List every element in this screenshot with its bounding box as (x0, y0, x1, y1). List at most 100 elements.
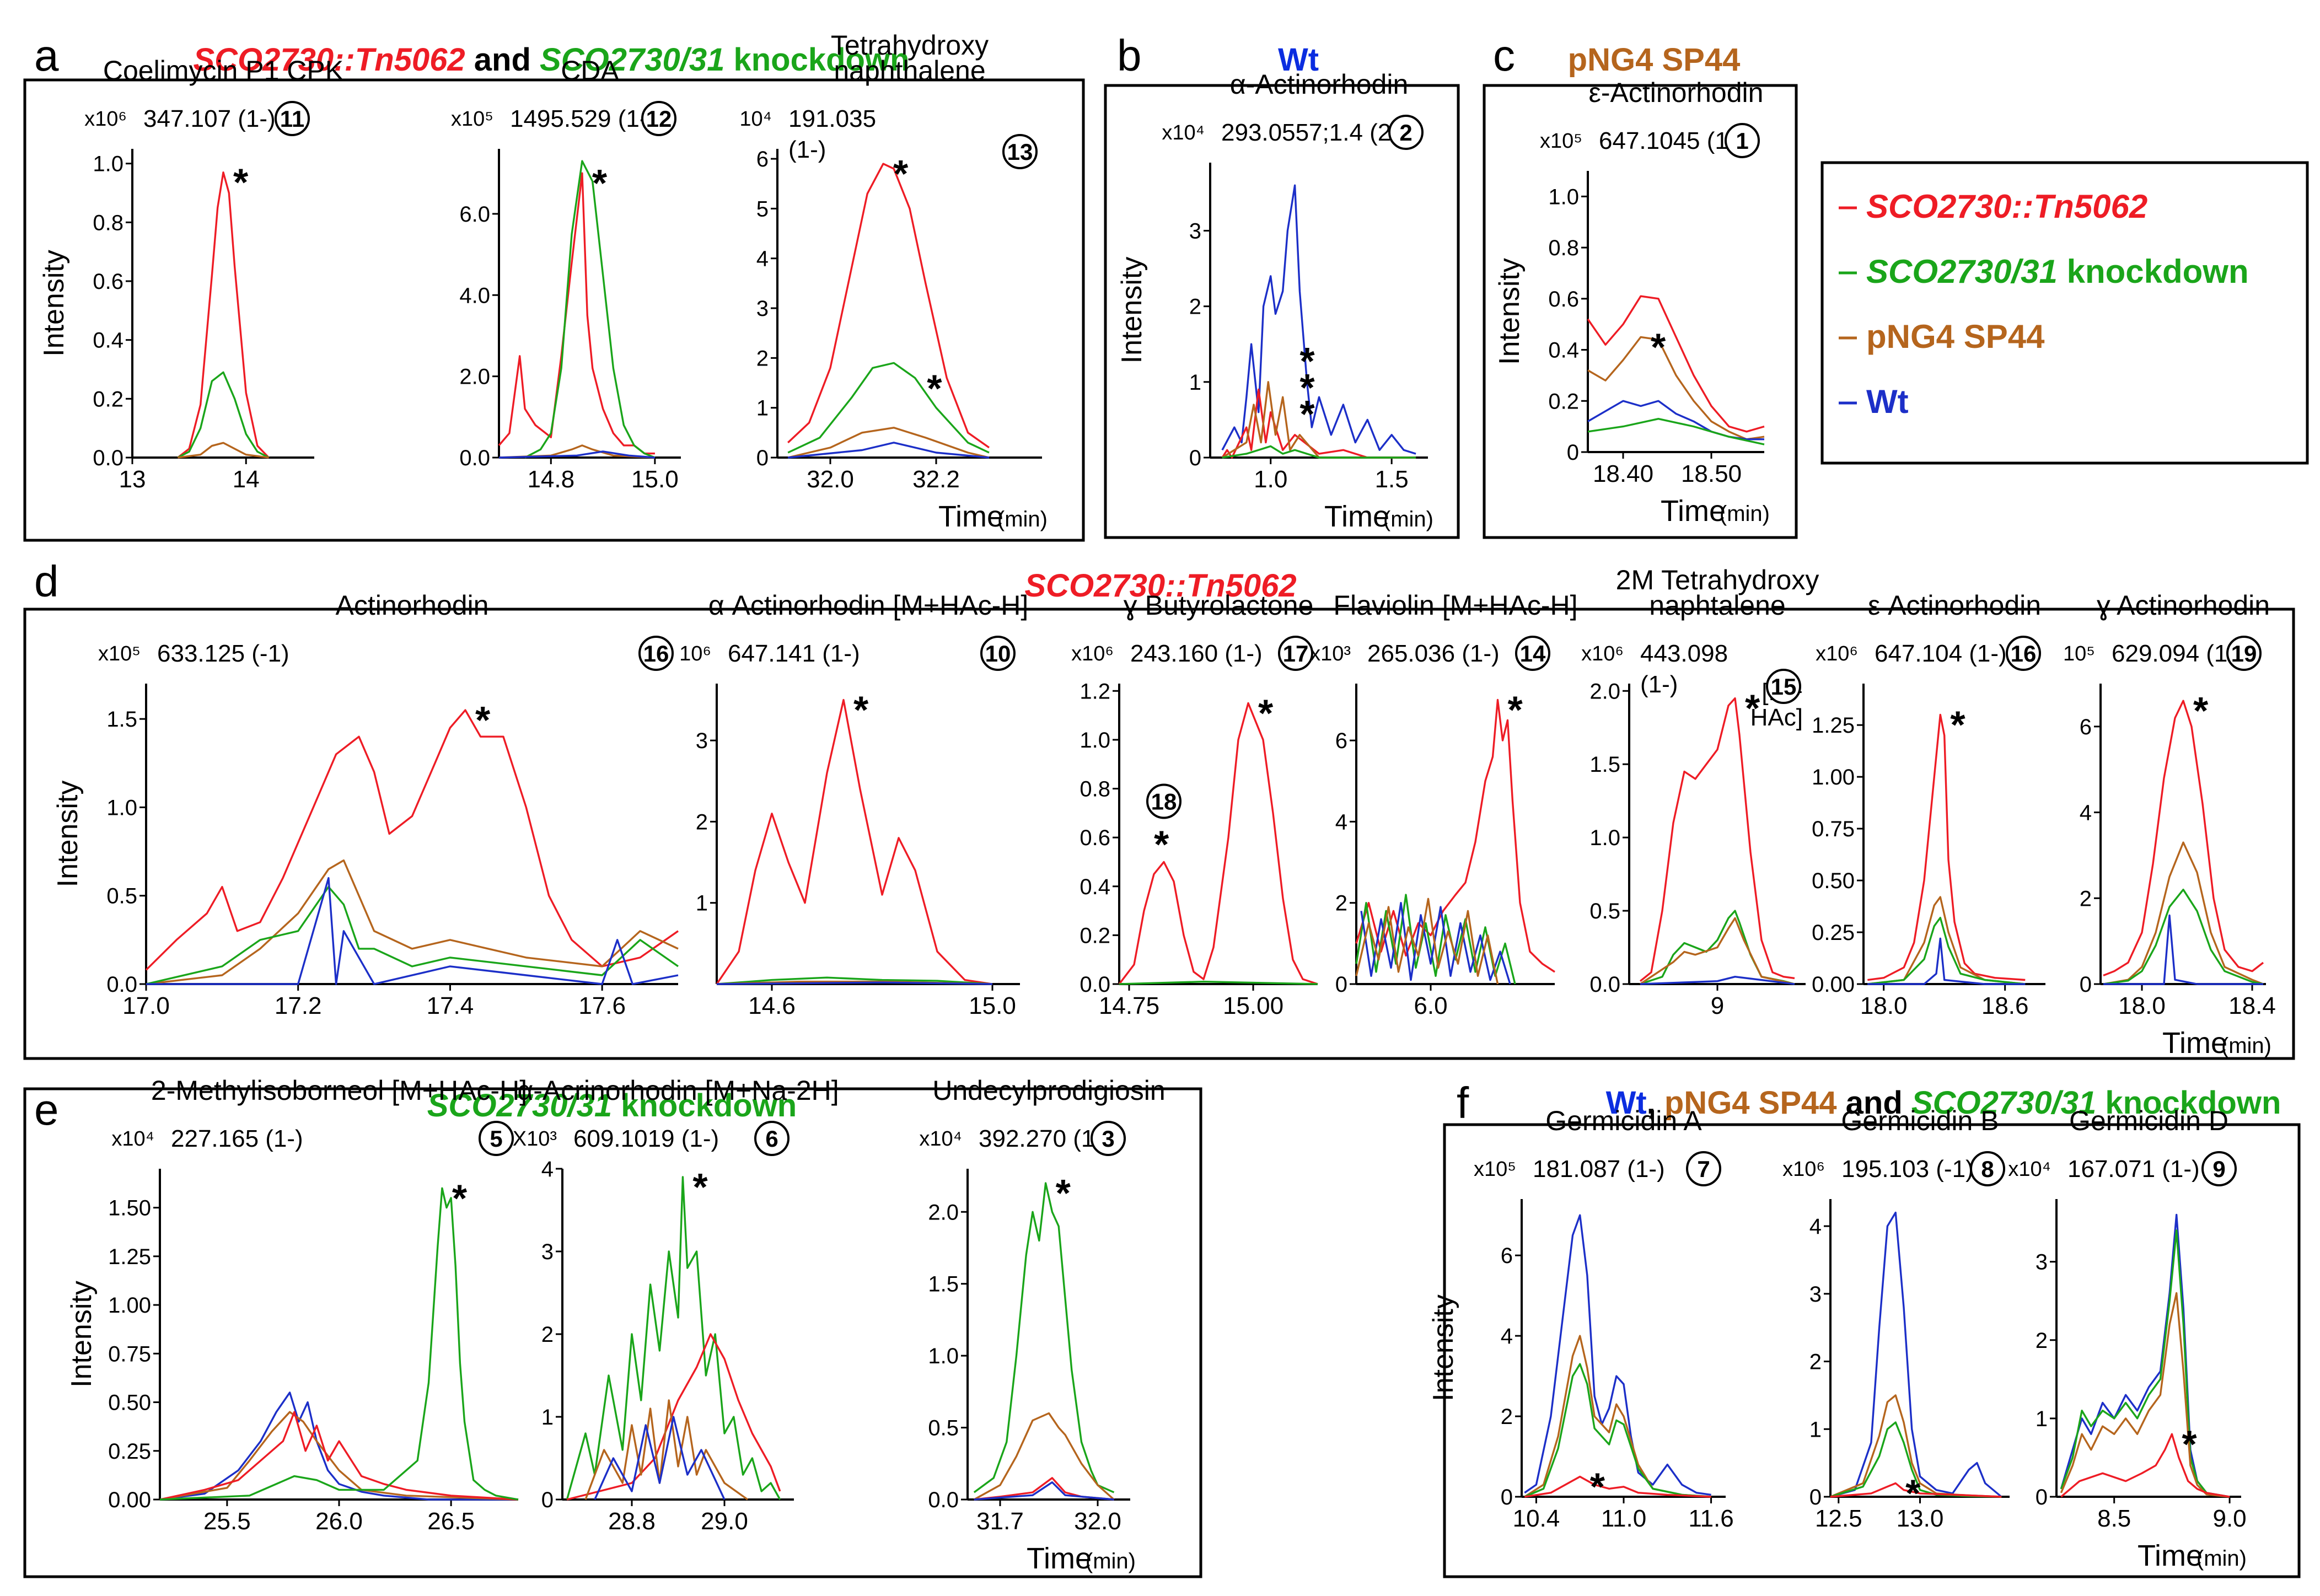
scale-factor: x10⁶ (1581, 642, 1624, 665)
y-axis-label: Intensity (1494, 258, 1526, 365)
peak-star: * (1745, 687, 1760, 730)
x-tick-label: 18.40 (1593, 460, 1653, 487)
compound-number: 10 (985, 641, 1011, 667)
x-tick-label: 15.00 (1223, 992, 1283, 1019)
y-tick-label: 0.25 (1812, 921, 1855, 945)
trace-sco2730-31-knockdown (1222, 445, 1416, 459)
trace-sco2730-tn5062 (2103, 700, 2264, 976)
mz-label: 195.103 (-1) (1841, 1156, 1974, 1183)
x-tick-label: 14.75 (1099, 992, 1159, 1019)
peak-star: * (1508, 688, 1523, 731)
compound-number: 13 (1007, 139, 1033, 165)
trace-sco2730-tn5062 (1867, 713, 2026, 981)
trace-wt (159, 1391, 518, 1501)
y-tick-label: 0.0 (928, 1488, 959, 1512)
y-tick-label: 1.0 (928, 1344, 959, 1368)
compound-number: 1 (1736, 128, 1748, 154)
chart-title: CDA (561, 55, 619, 86)
x-axis-label: Time (2138, 1539, 2203, 1572)
adduct-label: HAc] (1750, 704, 1803, 731)
chart-title: α Actinorhodin [M+HAc-H] (708, 590, 1029, 621)
y-tick-label: 0.50 (108, 1391, 151, 1415)
x-tick-label: 29.0 (701, 1508, 748, 1535)
y-tick-label: 0 (1189, 446, 1201, 470)
panel-header-segment: Wt (1606, 1085, 1647, 1121)
y-tick-label: 4 (756, 247, 769, 271)
compound-number-circle (1278, 636, 1313, 671)
trace-sco2730-31-knockdown (524, 160, 656, 459)
trace-sco2730-31-knockdown (566, 1176, 781, 1500)
x-axis-label: Time (938, 500, 1003, 533)
chart-title: naphtalene (1649, 590, 1785, 621)
mz-label: 191.035 (788, 105, 876, 132)
legend-box (1820, 161, 2309, 465)
legend-label: pNG4 SP44 (1866, 318, 2045, 355)
y-tick-label: 1.0 (1548, 185, 1579, 209)
compound-number-circle (2006, 636, 2041, 671)
y-tick-label: 0.2 (1080, 923, 1110, 948)
scale-factor: x10⁶ (1782, 1158, 1825, 1181)
chart-title: Undecylprodigiosin (932, 1075, 1165, 1106)
y-axis-label: Intensity (1427, 1294, 1459, 1401)
y-tick-label: 1.5 (928, 1272, 959, 1297)
chart-title: 2M Tetrahydroxy (1616, 565, 1819, 595)
trace-sco2730-tn5062 (1221, 388, 1416, 459)
y-tick-label: 4 (1335, 810, 1347, 834)
y-tick-label: 4 (2080, 801, 2092, 825)
compound-number: 12 (646, 106, 672, 132)
trace-png4-sp44 (1524, 1335, 1711, 1498)
y-tick-label: 3 (1809, 1282, 1822, 1307)
y-tick-label: 1 (756, 396, 769, 421)
compound-number-circle (980, 636, 1016, 671)
x-tick-label: 14.6 (748, 992, 796, 1019)
trace-sco2730-tn5062 (1355, 698, 1555, 973)
scale-factor: x10⁴ (919, 1127, 962, 1151)
x-tick-label: 1.5 (1375, 466, 1409, 493)
y-tick-label: 0.5 (928, 1416, 959, 1441)
chart-title: ɣ Butyrolactone (1124, 590, 1314, 621)
y-tick-label: 1.2 (1080, 679, 1110, 703)
compound-number-circle (638, 636, 674, 671)
mz-label: 392.270 (1-) (979, 1125, 1111, 1152)
x-axis-unit: (min) (1383, 507, 1433, 531)
x-tick-label: 17.4 (427, 992, 474, 1019)
mz-label: 647.1045 (1-) (1599, 127, 1744, 154)
x-axis-unit: (min) (997, 507, 1048, 531)
x-tick-label: 26.5 (427, 1508, 475, 1535)
x-tick-label: 18.0 (2118, 992, 2166, 1019)
chart-a3: Tetrahydroxynaphthalene191.035(1-)10⁴130… (739, 30, 1048, 533)
trace-wt (1830, 1211, 2002, 1498)
trace-sco2730-tn5062 (787, 163, 990, 449)
y-tick-label: 0 (1335, 972, 1347, 997)
y-tick-label: 0.25 (108, 1439, 151, 1464)
x-axis-unit: (min) (2221, 1034, 2271, 1058)
trace-png4-sp44 (2060, 1292, 2230, 1498)
x-tick-label: 31.7 (976, 1508, 1024, 1535)
trace-sco2730-31-knockdown (146, 886, 679, 985)
peak-star: * (1299, 393, 1315, 436)
chart-d7: ɣ Actinorhodin 629.094 (1-) 10⁵ 19 0 2 4 6 18.0 1… (2063, 590, 2276, 1060)
x-tick-label: 14 (233, 466, 260, 493)
trace-sco2730-31-knockdown (2060, 1229, 2230, 1498)
mz-label: 181.087 (1-) (1533, 1156, 1665, 1183)
y-tick-label: 0.2 (1548, 389, 1579, 413)
trace-sco2730-tn5062 (1118, 702, 1318, 985)
compound-number: 3 (1102, 1126, 1114, 1152)
mz-label: (1-) (788, 136, 826, 163)
scale-factor: x10⁵ (1540, 130, 1582, 153)
y-tick-label: 0 (1567, 440, 1579, 465)
peak-star: * (2182, 1422, 2197, 1465)
y-tick-label: 3 (696, 729, 708, 753)
trace-sco2730-tn5062 (1830, 1482, 2002, 1498)
panel-frame-f (1443, 1123, 2301, 1578)
x-tick-label: 11.6 (1688, 1505, 1733, 1532)
panel-header-segment: SCO2730::Tn5062 (193, 42, 465, 78)
chart-title: Germicidin A (1545, 1105, 1702, 1136)
y-tick-label: 0.8 (1080, 777, 1110, 802)
y-tick-label: 3 (756, 297, 769, 321)
compound-number: 15 (1771, 674, 1797, 700)
panel-frame-a (23, 78, 1085, 542)
legend-label-main: pNG4 SP44 (1866, 318, 2045, 355)
chart-title: 2-Methylisoborneol [M+HAc-H] (151, 1075, 527, 1106)
